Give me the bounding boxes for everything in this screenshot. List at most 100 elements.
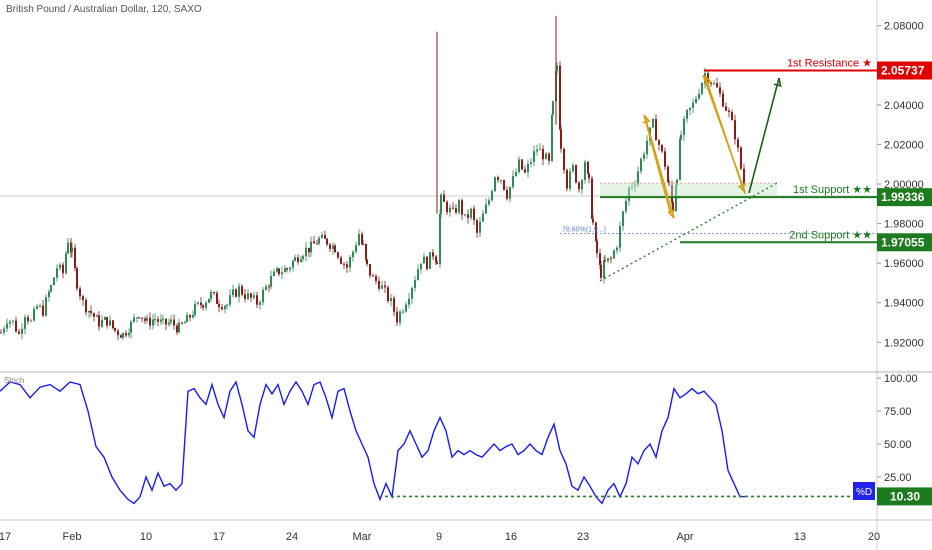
candle-body: [173, 319, 175, 326]
candle-body: [36, 306, 38, 309]
candle-body: [402, 311, 404, 313]
arrow-up-green: [748, 77, 780, 194]
candle-body: [146, 317, 148, 321]
candle-body: [144, 318, 146, 321]
candle-body: [607, 258, 609, 262]
candle-body: [318, 237, 320, 244]
candle-body: [53, 277, 55, 286]
candle-body: [210, 291, 212, 299]
candle-body: [165, 318, 167, 325]
candle-body: [467, 214, 469, 218]
candle-body: [192, 314, 194, 318]
stoch-panel-label: Stoch: [4, 376, 25, 385]
candle-body: [592, 218, 594, 223]
candle-body: [213, 291, 215, 294]
candle-body: [170, 319, 172, 323]
candle-body: [737, 139, 739, 148]
candle-body: [417, 269, 419, 281]
candle-body: [420, 263, 422, 270]
candle-body: [168, 322, 170, 325]
candle-body: [713, 83, 715, 85]
candle-body: [396, 311, 398, 323]
candle-body: [667, 166, 669, 183]
candle-body: [67, 242, 69, 254]
candle-body: [259, 302, 261, 305]
candle-body: [12, 320, 14, 322]
candle-body: [224, 306, 226, 310]
candle-body: [672, 202, 674, 211]
candle-body: [619, 226, 621, 248]
candle-body: [569, 171, 571, 189]
candle-body: [6, 323, 8, 329]
candle-body: [695, 98, 697, 103]
candle-body: [671, 184, 673, 203]
candle-body: [473, 208, 475, 221]
candle-body: [743, 168, 745, 184]
candle-body: [616, 247, 618, 251]
candle-body: [268, 286, 270, 288]
candle-body: [631, 186, 633, 188]
candle-body: [130, 321, 132, 333]
candle-body: [378, 281, 380, 289]
candle-body: [9, 321, 11, 324]
candle-body: [362, 243, 364, 245]
candle-body: [613, 250, 615, 259]
candle-body: [194, 303, 196, 315]
candle-body: [728, 110, 730, 112]
candle-body: [600, 264, 602, 278]
candle-body: [479, 221, 481, 233]
candle-body: [149, 317, 151, 326]
candle-body: [128, 332, 130, 336]
stoch-value-label: 10.30: [890, 489, 920, 503]
candle-body: [556, 65, 558, 72]
candle-body: [452, 207, 454, 209]
candle-body: [387, 287, 389, 302]
chart-title: British Pound / Australian Dollar, 120, …: [6, 4, 202, 15]
candle-body: [289, 267, 291, 270]
candle-body: [152, 319, 154, 326]
candle-body: [221, 307, 223, 310]
price-tick-label: 1.98000: [884, 219, 924, 231]
candle-body: [189, 315, 191, 318]
candle-body: [229, 295, 231, 305]
candle-body: [408, 298, 410, 305]
candle-body: [414, 280, 416, 288]
candle-body: [637, 171, 639, 185]
candle-body: [435, 256, 437, 263]
candle-body: [506, 189, 508, 199]
candle-body: [551, 114, 553, 161]
candle-body: [423, 256, 425, 264]
candle-body: [588, 173, 590, 179]
candle-body: [518, 159, 520, 173]
candle-body: [545, 153, 547, 160]
candle-body: [343, 263, 345, 265]
candle-body: [292, 260, 294, 268]
candle-body: [27, 317, 29, 322]
candle-body: [432, 252, 434, 257]
candle-body: [458, 200, 460, 213]
level-price-badge: [877, 188, 932, 207]
candle-body: [381, 285, 383, 289]
candle-body: [334, 245, 336, 253]
candle-body: [104, 317, 106, 320]
price-tick-label: 2.02000: [884, 139, 924, 151]
candle-body: [725, 106, 727, 111]
arrow-up-gold-2-head: [703, 75, 713, 85]
candle-body: [485, 204, 487, 214]
candle-body: [326, 238, 328, 245]
candle-body: [50, 285, 52, 292]
candle-body: [719, 87, 721, 94]
candle-body: [701, 82, 703, 94]
candle-body: [366, 259, 368, 265]
candle-body: [352, 251, 354, 258]
candle-body: [79, 288, 81, 297]
candle-body: [443, 194, 445, 202]
candle-body: [436, 262, 438, 265]
stoch-tick-label: 25.00: [884, 472, 912, 484]
candle-body: [186, 315, 188, 323]
candle-body: [405, 304, 407, 312]
candle-body: [278, 268, 280, 275]
candle-body: [494, 177, 496, 192]
candle-body: [527, 163, 529, 173]
